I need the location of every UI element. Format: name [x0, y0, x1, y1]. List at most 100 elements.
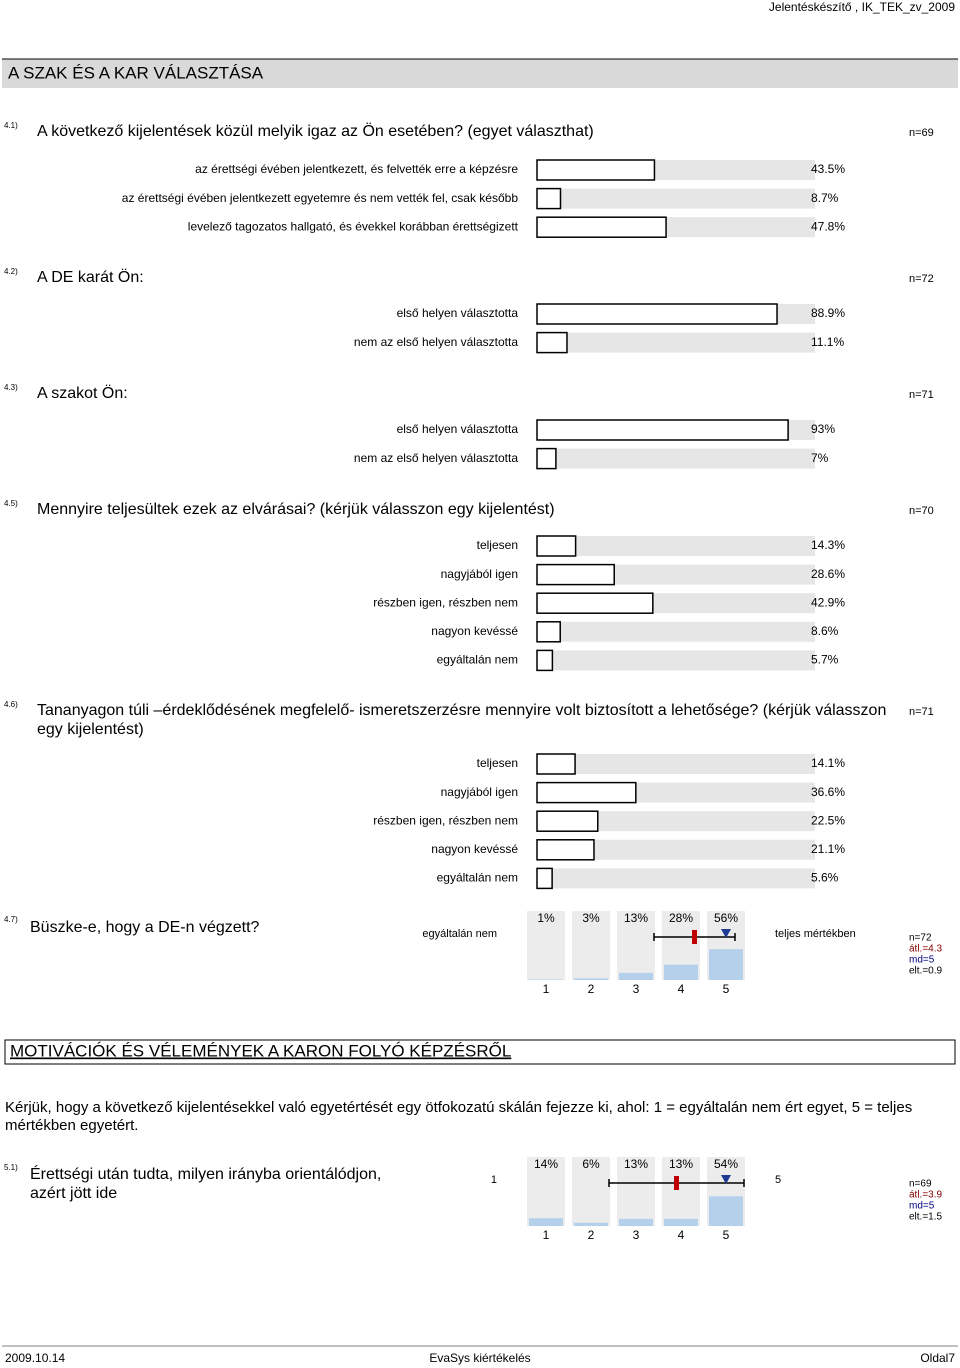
bar: [536, 810, 599, 832]
scale-point-label: 4: [678, 982, 685, 996]
scale-value-label: 14%: [534, 1157, 558, 1171]
item-label: nagyon kevéssé: [431, 624, 518, 638]
value-label: 11.1%: [811, 335, 844, 349]
scale-bar: [574, 978, 608, 980]
value-label: 93%: [811, 422, 835, 436]
bar: [536, 753, 576, 775]
question-n: n=71: [909, 389, 934, 401]
question-n: n=70: [909, 505, 934, 517]
scale-point-label: 4: [678, 1228, 685, 1242]
question-n: n=71: [909, 706, 934, 718]
item-label: nagyjából igen: [441, 785, 518, 799]
footer-date: 2009.10.14: [5, 1351, 65, 1365]
question-text: Tananyagon túli –érdeklődésének megfelel…: [37, 702, 887, 739]
stat-sd: elt.=1.5: [909, 1212, 943, 1223]
item-label: teljesen: [477, 756, 518, 770]
question-number: 5.1): [4, 1163, 18, 1172]
scale-left-label: egyáltalán nem: [422, 928, 497, 940]
value-label: 5.7%: [811, 653, 839, 667]
value-label: 21.1%: [811, 842, 845, 856]
item-label: részben igen, részben nem: [373, 813, 518, 827]
question-number: 4.3): [4, 383, 18, 392]
value-label: 47.8%: [811, 219, 845, 233]
scale-point-label: 1: [543, 982, 550, 996]
median-marker: [721, 1175, 731, 1184]
bar-track: [537, 621, 815, 642]
scale-right-label: 5: [775, 1174, 781, 1186]
question-n: n=69: [909, 127, 934, 139]
section-box: [4, 1039, 956, 1065]
item-label: részben igen, részben nem: [373, 595, 518, 609]
stat-n: n=72: [909, 933, 932, 944]
stat-sd: elt.=0.9: [909, 966, 943, 977]
scale-point-label: 3: [633, 1228, 640, 1242]
scale-value-label: 56%: [714, 911, 738, 925]
item-label: egyáltalán nem: [437, 653, 518, 667]
scale-column: [617, 1157, 655, 1226]
bar: [536, 419, 789, 441]
scale-column: [662, 1157, 700, 1226]
bar: [536, 867, 553, 890]
scale-bar: [664, 964, 698, 980]
stat-median: md=5: [909, 1201, 935, 1212]
scale-bar: [619, 972, 653, 980]
bar: [536, 781, 637, 804]
scale-right-label: teljes mértékben: [775, 928, 856, 940]
bar: [536, 216, 667, 238]
footer-page: Oldal7: [920, 1351, 955, 1365]
item-label: az érettségi évében jelentkezett, és fel…: [195, 162, 518, 176]
item-label: egyáltalán nem: [437, 871, 518, 885]
item-label: nem az első helyen választotta: [354, 451, 518, 465]
stat-mean: átl.=4.3: [909, 944, 943, 955]
scale-point-label: 5: [723, 982, 730, 996]
value-label: 36.6%: [811, 785, 845, 799]
value-label: 14.3%: [811, 538, 845, 552]
bar-track: [537, 188, 815, 209]
value-label: 28.6%: [811, 567, 845, 581]
section-title: MOTIVÁCIÓK ÉS VÉLEMÉNYEK A KARON FOLYÓ K…: [10, 1041, 511, 1060]
value-label: 8.6%: [811, 624, 839, 638]
value-label: 8.7%: [811, 191, 839, 205]
scale-point-label: 3: [633, 982, 640, 996]
item-label: első helyen választotta: [397, 422, 519, 436]
value-label: 7%: [811, 451, 829, 465]
scale-column: [527, 1157, 565, 1226]
mean-marker: [692, 930, 697, 944]
scale-point-label: 2: [588, 1228, 595, 1242]
bar: [536, 331, 568, 354]
bar: [536, 535, 577, 557]
section-band: [2, 59, 958, 88]
median-marker: [721, 929, 731, 938]
bar: [536, 649, 554, 672]
scale-bar: [664, 1218, 698, 1226]
scale-point-label: 1: [543, 1228, 550, 1242]
scale-column: [617, 911, 655, 980]
question-text: Mennyire teljesültek ezek az elvárásai? …: [37, 501, 555, 518]
bar-track: [537, 650, 815, 671]
stat-median: md=5: [909, 955, 935, 966]
bar: [536, 303, 778, 325]
header-title: Jelentéskészítő , IK_TEK_zv_2009: [769, 0, 955, 14]
value-label: 14.1%: [811, 756, 845, 770]
scale-value-label: 1%: [537, 911, 555, 925]
question-number: 4.1): [4, 121, 18, 130]
bar: [536, 563, 615, 586]
item-label: nem az első helyen választotta: [354, 335, 518, 349]
bar: [536, 592, 654, 614]
item-label: nagyjából igen: [441, 567, 518, 581]
scale-left-label: 1: [491, 1174, 497, 1186]
bar-track: [537, 754, 815, 774]
scale-bar: [574, 1222, 608, 1226]
scale-value-label: 54%: [714, 1157, 738, 1171]
stat-n: n=69: [909, 1179, 932, 1190]
question-text: Büszke-e, hogy a DE-n végzett?: [30, 919, 260, 936]
value-label: 5.6%: [811, 871, 839, 885]
value-label: 42.9%: [811, 595, 845, 609]
scale-value-label: 13%: [624, 1157, 648, 1171]
scale-bar: [529, 1218, 563, 1226]
question-number: 4.5): [4, 499, 18, 508]
scale-value-label: 6%: [582, 1157, 600, 1171]
scale-bar: [619, 1218, 653, 1226]
scale-point-label: 5: [723, 1228, 730, 1242]
